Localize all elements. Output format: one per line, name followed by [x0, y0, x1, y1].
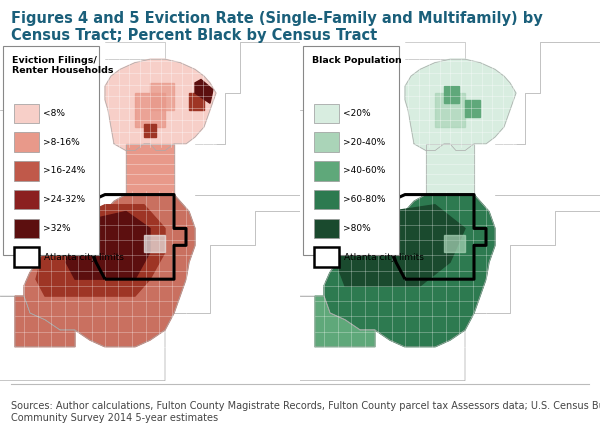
Text: Figures 4 and 5 Eviction Rate (Single-Family and Multifamily) by: Figures 4 and 5 Eviction Rate (Single-Fa…	[11, 11, 542, 25]
Bar	[314, 132, 339, 152]
Polygon shape	[0, 42, 15, 110]
Bar	[314, 247, 339, 267]
Text: >80%: >80%	[343, 224, 371, 233]
Text: >60-80%: >60-80%	[343, 195, 386, 204]
Polygon shape	[444, 86, 459, 103]
Polygon shape	[135, 93, 165, 127]
Text: <8%: <8%	[44, 109, 65, 118]
Bar	[14, 190, 39, 209]
Polygon shape	[315, 296, 375, 347]
Bar	[314, 161, 339, 181]
Bar	[14, 104, 39, 123]
Text: Atlanta city limits: Atlanta city limits	[44, 253, 124, 262]
Bar	[14, 161, 39, 181]
Text: Census Tract; Percent Black by Census Tract: Census Tract; Percent Black by Census Tr…	[11, 28, 377, 43]
Bar	[14, 219, 39, 238]
Polygon shape	[426, 144, 474, 195]
Text: >8-16%: >8-16%	[44, 137, 80, 147]
Polygon shape	[444, 235, 465, 252]
Polygon shape	[435, 93, 465, 127]
Polygon shape	[15, 296, 75, 347]
Text: Eviction Filings/
Renter Households: Eviction Filings/ Renter Households	[12, 56, 113, 75]
Text: >40-60%: >40-60%	[343, 166, 386, 176]
Bar	[14, 247, 39, 267]
Polygon shape	[195, 80, 213, 103]
Polygon shape	[150, 83, 174, 110]
Text: >24-32%: >24-32%	[44, 195, 86, 204]
Text: >16-24%: >16-24%	[44, 166, 86, 176]
Bar	[314, 219, 339, 238]
Polygon shape	[405, 42, 465, 59]
Text: Black Population: Black Population	[312, 56, 402, 65]
Polygon shape	[36, 205, 165, 296]
Polygon shape	[105, 59, 216, 151]
Polygon shape	[0, 296, 165, 381]
Text: Atlanta city limits: Atlanta city limits	[343, 253, 424, 262]
Bar	[14, 132, 39, 152]
Polygon shape	[24, 195, 195, 347]
Polygon shape	[405, 59, 516, 151]
Polygon shape	[0, 110, 60, 296]
Polygon shape	[66, 212, 150, 279]
Polygon shape	[105, 42, 165, 59]
Text: >32%: >32%	[44, 224, 71, 233]
Polygon shape	[195, 42, 300, 195]
FancyBboxPatch shape	[303, 46, 399, 255]
Polygon shape	[465, 212, 600, 381]
Polygon shape	[300, 110, 360, 296]
Polygon shape	[324, 195, 495, 347]
Polygon shape	[144, 235, 165, 252]
Text: Sources: Author calculations, Fulton County Magistrate Records, Fulton County pa: Sources: Author calculations, Fulton Cou…	[11, 401, 600, 423]
Polygon shape	[300, 42, 315, 110]
Polygon shape	[144, 124, 156, 137]
Polygon shape	[189, 93, 204, 110]
Polygon shape	[336, 205, 465, 286]
Polygon shape	[300, 296, 465, 381]
Polygon shape	[465, 100, 480, 117]
Polygon shape	[495, 42, 600, 195]
Bar	[314, 104, 339, 123]
Text: <20%: <20%	[343, 109, 371, 118]
Bar	[314, 190, 339, 209]
Text: >20-40%: >20-40%	[343, 137, 386, 147]
Polygon shape	[126, 144, 174, 195]
Polygon shape	[165, 212, 300, 381]
FancyBboxPatch shape	[3, 46, 99, 255]
